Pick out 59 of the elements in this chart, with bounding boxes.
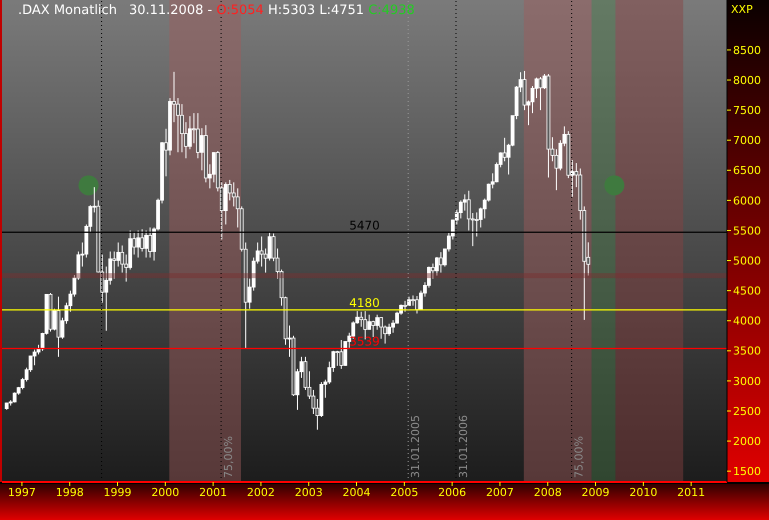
x-tick-label: 2001 (199, 486, 228, 499)
candlestick (502, 137, 507, 162)
ref-line-label: 4180 (349, 296, 380, 310)
x-tick-label: 1997 (8, 486, 36, 499)
candlestick (32, 349, 36, 366)
candlestick (438, 252, 443, 274)
candlestick (411, 294, 415, 306)
x-tick-label: 1999 (104, 486, 132, 499)
candlestick (335, 350, 340, 366)
y-tick-label: 2500 (733, 404, 761, 418)
x-tick-label: 2008 (534, 486, 562, 499)
y-tick-label: 4000 (733, 314, 761, 328)
y-tick-label: 1500 (733, 465, 761, 478)
candlestick (415, 296, 419, 314)
candlestick (379, 316, 384, 340)
y-tick-label: 5000 (733, 254, 761, 268)
y-tick-label: 5500 (733, 224, 761, 238)
y-tick-label: 4500 (733, 284, 761, 298)
x-tick-label: 2010 (629, 486, 658, 499)
ref-line-label: 31.01.2005 (409, 415, 422, 478)
y-tick-label: 3000 (733, 374, 761, 388)
candlestick (144, 230, 148, 258)
x-tick-label: 2011 (677, 486, 706, 499)
candlestick (371, 320, 376, 338)
y-tick-label: 2000 (733, 434, 761, 448)
y-tick-label: 7500 (733, 104, 761, 118)
candlestick (435, 256, 439, 276)
candlestick (387, 323, 391, 336)
y-tick-label: 6500 (733, 164, 761, 178)
candlestick (112, 251, 116, 280)
candlestick (339, 339, 344, 370)
x-tick-label: 2002 (246, 486, 275, 499)
ref-line-label: 3539 (349, 334, 380, 348)
x-tick-label: 2004 (342, 486, 371, 499)
x-tick-label: 1998 (56, 486, 84, 499)
candlestick (538, 76, 542, 111)
ref-line-label: 75,00% (222, 436, 236, 478)
x-tick-label: 2003 (294, 486, 323, 499)
y-axis-title: XXP (731, 3, 753, 16)
chart-title: .DAX Monatlich (18, 3, 117, 18)
candlestick (116, 242, 120, 268)
chart-subtitle: 30.11.2008 - O:5054 H:5303 L:4751 C:4938 (128, 3, 415, 18)
candlestick (403, 300, 407, 312)
ref-line-label: 31.01.2006 (456, 415, 470, 478)
y-tick-label: 8000 (733, 74, 761, 87)
x-tick-label: 2000 (151, 486, 180, 499)
ref-line-label: 75,00% (572, 436, 586, 478)
ref-line-label: 5470 (349, 218, 380, 232)
y-tick-label: 3500 (733, 344, 761, 358)
candlestick (136, 230, 140, 258)
x-tick-label: 2006 (438, 486, 466, 499)
x-tick-label: 2007 (486, 486, 514, 499)
y-tick-label: 8500 (733, 44, 761, 57)
x-tick-label: 2009 (582, 486, 610, 499)
candlestick (148, 226, 152, 258)
candlestick (466, 190, 471, 231)
x-tick-label: 2005 (390, 486, 418, 499)
y-tick-label: 7000 (733, 134, 761, 148)
y-tick-label: 6000 (733, 194, 761, 208)
